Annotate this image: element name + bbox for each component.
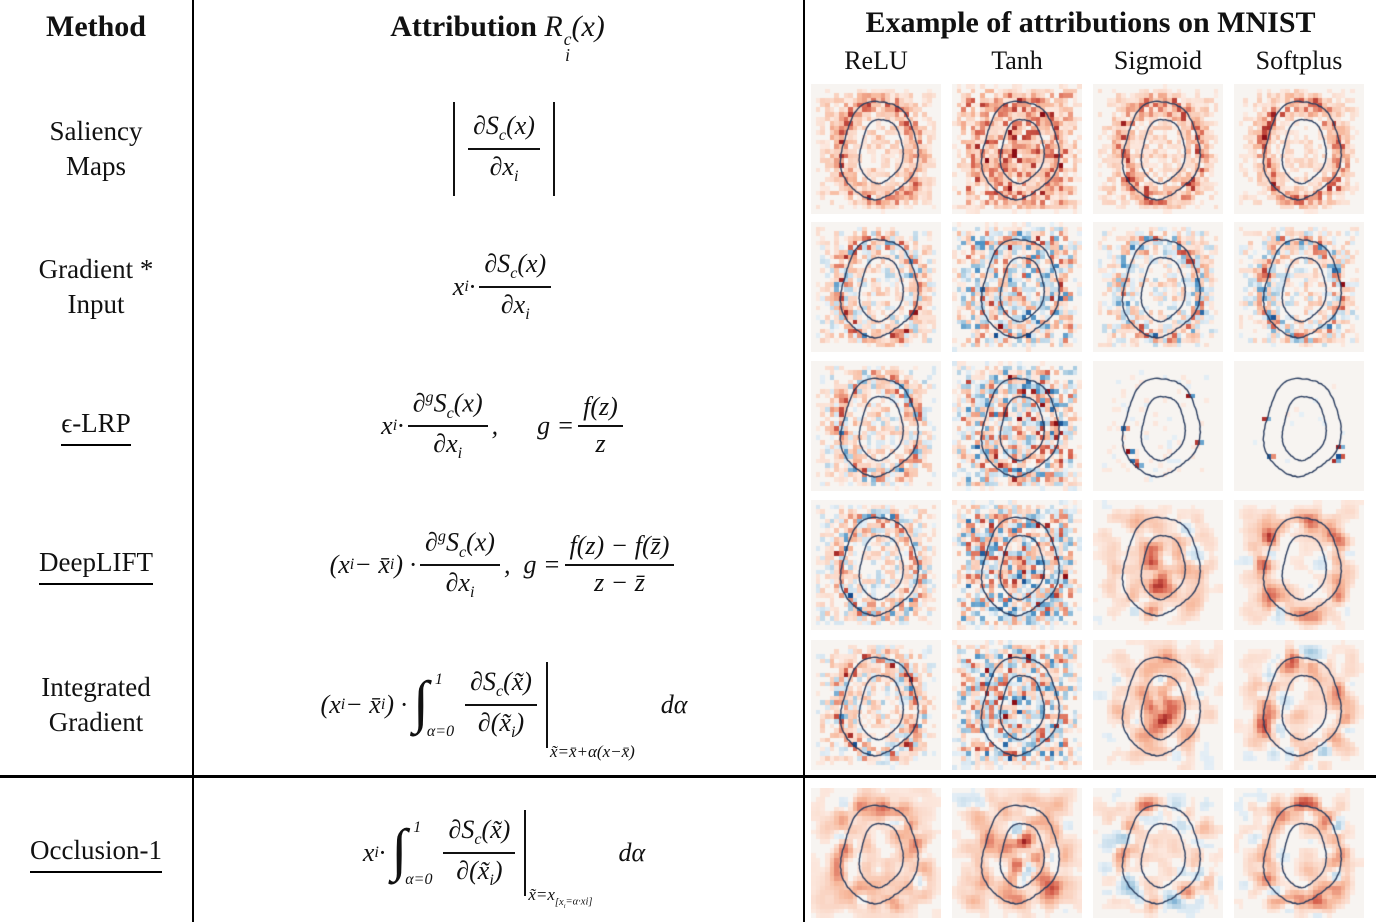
heatmap-gradient-input-sigmoid [1093,222,1223,352]
heatmap-lrp-sigmoid [1093,361,1223,491]
activation-label-sigmoid: Sigmoid [1113,46,1203,75]
heatmap-deeplift-relu [811,500,941,630]
column-divider-method [192,0,194,922]
formula-deeplift: (x i − x̄ i) · ∂gSc(x) ∂xi, g = f(z) − f(z̄… [204,500,804,630]
heatmap-occlusion-1-relu [811,788,941,918]
method-label-gradient-input: Gradient * Input [38,253,154,319]
examples-title: Example of attributions on MNIST [865,6,1316,39]
formula-saliency-maps: ∂Sc(x) ∂xi [204,84,804,214]
column-divider-examples [803,0,805,922]
heatmap-gradient-input-softplus [1234,222,1364,352]
heatmap-integrated-gradient-sigmoid [1093,640,1223,770]
activation-label-tanh: Tanh [991,46,1043,75]
method-label-saliency-maps: Saliency Maps [49,115,143,181]
formula-integrated-gradient: (x i − x̄ i) · ∫ 1 α=0 ∂Sc(x̃) ∂(x̃i) x̃=x̄+α(x… [204,640,804,770]
heatmap-occlusion-1-softplus [1234,788,1364,918]
method-label-lrp: ϵ-LRP [0,361,192,491]
method-label-occlusion-1: Occlusion-1 [0,788,192,918]
heatmap-deeplift-sigmoid [1093,500,1223,630]
heatmap-occlusion-1-sigmoid [1093,788,1223,918]
method-column-header: Method [46,10,146,43]
heatmap-saliency-maps-relu [811,84,941,214]
heatmap-saliency-maps-softplus [1234,84,1364,214]
heatmap-saliency-maps-sigmoid [1093,84,1223,214]
method-label-deeplift: DeepLIFT [0,500,192,630]
activation-label-relu: ReLU [844,46,908,75]
heatmap-lrp-softplus [1234,361,1364,491]
heatmap-gradient-input-relu [811,222,941,352]
heatmap-deeplift-tanh [952,500,1082,630]
heatmap-integrated-gradient-relu [811,640,941,770]
heatmap-occlusion-1-tanh [952,788,1082,918]
heatmap-integrated-gradient-tanh [952,640,1082,770]
heatmap-saliency-maps-tanh [952,84,1082,214]
activation-label-softplus: Softplus [1255,46,1343,75]
heatmap-lrp-relu [811,361,941,491]
row-divider-occlusion [0,775,1376,778]
heatmap-integrated-gradient-softplus [1234,640,1364,770]
method-label-integrated-gradient: Integrated Gradient [41,671,151,737]
heatmap-deeplift-softplus [1234,500,1364,630]
heatmap-gradient-input-tanh [952,222,1082,352]
heatmap-lrp-tanh [952,361,1082,491]
